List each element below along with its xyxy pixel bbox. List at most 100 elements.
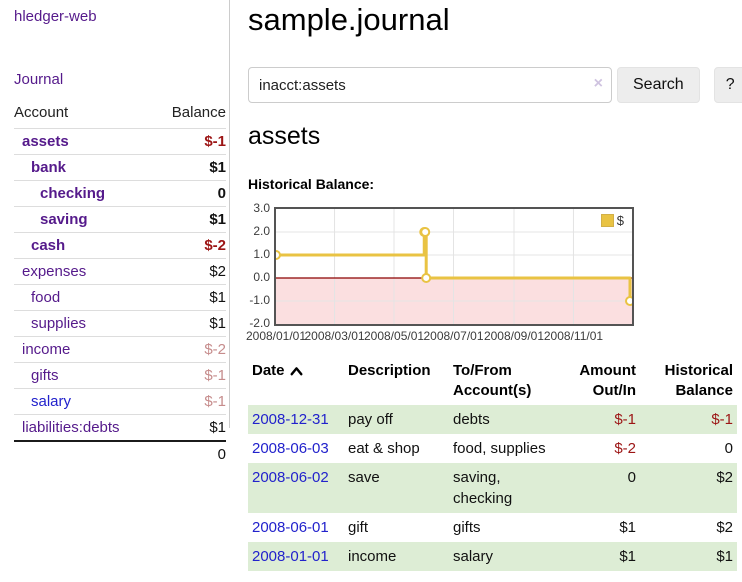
account-link[interactable]: assets bbox=[22, 133, 69, 150]
legend-label: $ bbox=[616, 213, 624, 228]
register-accounts-cell: salary bbox=[453, 548, 494, 565]
account-row: income $-2 bbox=[14, 336, 226, 363]
y-axis-label: 3.0 bbox=[253, 201, 270, 215]
account-balance: $1 bbox=[154, 414, 226, 441]
search-input[interactable] bbox=[248, 67, 612, 103]
account-link[interactable]: gifts bbox=[31, 367, 59, 384]
y-axis-label: -2.0 bbox=[249, 316, 270, 330]
y-axis-label: 2.0 bbox=[253, 224, 270, 238]
y-axis-label: -1.0 bbox=[249, 293, 270, 307]
x-axis-label: 2008/03/01 bbox=[304, 329, 365, 343]
account-row: checking 0 bbox=[14, 180, 226, 207]
account-row: food $1 bbox=[14, 284, 226, 311]
account-row: bank $1 bbox=[14, 154, 226, 181]
account-balance: $1 bbox=[154, 206, 226, 233]
search-box: × bbox=[248, 67, 612, 103]
register-date-cell: 2008-01-01 bbox=[248, 542, 344, 571]
register-row: 2008-06-01 gift gifts $1 $2 bbox=[248, 513, 737, 542]
register-date-cell: 2008-06-03 bbox=[248, 434, 344, 463]
register-amount-cell: $1 bbox=[619, 548, 636, 565]
register-accounts-cell: debts bbox=[453, 411, 490, 428]
register-date-cell: 2008-06-02 bbox=[248, 463, 344, 513]
chart-plot-area: $ bbox=[274, 207, 634, 326]
register-description-cell: pay off bbox=[348, 411, 393, 428]
register-accounts-cell: food, supplies bbox=[453, 440, 546, 457]
register-row: 2008-06-02 save saving, checking 0 $2 bbox=[248, 463, 737, 513]
account-link[interactable]: cash bbox=[31, 237, 66, 254]
register-balance-cell: $2 bbox=[716, 519, 733, 536]
register-balance-cell: $-1 bbox=[711, 411, 733, 428]
register-header-amount: Amount Out/In bbox=[579, 362, 636, 399]
x-axis-label: 2008/01/01 bbox=[245, 329, 307, 343]
account-row: salary $-1 bbox=[14, 388, 226, 415]
register-description-cell: eat & shop bbox=[348, 440, 420, 457]
clear-search-icon[interactable]: × bbox=[593, 75, 603, 92]
historical-balance-chart: $ 3.0 2.0 1.0 0.0 -1.0 -2.0 2008/01/01 2008/03/… bbox=[245, 199, 688, 344]
main-content: sample.journal × Search ? assets Histori… bbox=[245, 0, 742, 582]
register-row: 2008-06-03 eat & shop food, supplies $-2 0 bbox=[248, 434, 737, 463]
chart-legend: $ bbox=[599, 213, 625, 228]
legend-swatch-icon bbox=[600, 214, 614, 227]
account-balance: $-1 bbox=[154, 128, 226, 155]
account-balance: $1 bbox=[154, 310, 226, 337]
account-balance: $-1 bbox=[154, 388, 226, 415]
register-amount-cell: $1 bbox=[619, 519, 636, 536]
account-row: assets $-1 bbox=[14, 128, 226, 155]
x-axis-label: 2008/11/01 bbox=[543, 329, 604, 343]
register-balance-cell: $1 bbox=[716, 548, 733, 565]
search-form: × Search ? bbox=[248, 67, 742, 103]
register-header-date[interactable]: Date bbox=[248, 359, 344, 405]
account-link[interactable]: supplies bbox=[31, 315, 87, 332]
sort-ascending-icon bbox=[290, 367, 303, 376]
account-row: gifts $-1 bbox=[14, 362, 226, 389]
account-balance: $1 bbox=[154, 284, 226, 311]
account-row: cash $-2 bbox=[14, 232, 226, 259]
account-balance: $-2 bbox=[154, 336, 226, 363]
x-axis-label: 2008/09/01 bbox=[483, 329, 544, 343]
sidebar: hledger-web Journal Account Balance asse… bbox=[0, 0, 230, 467]
account-link[interactable]: liabilities:debts bbox=[22, 419, 120, 436]
x-axis-label: 2008/05/01 bbox=[363, 329, 425, 343]
account-row: saving $1 bbox=[14, 206, 226, 233]
register-header-historical: Historical Balance bbox=[664, 362, 733, 399]
account-balance: $-2 bbox=[154, 232, 226, 259]
sidebar-item-journal[interactable]: Journal bbox=[14, 71, 64, 88]
accounts-total-value: 0 bbox=[154, 440, 226, 467]
x-axis-label: 2008/07/01 bbox=[423, 329, 484, 343]
account-row: liabilities:debts $1 bbox=[14, 414, 226, 441]
account-link[interactable]: checking bbox=[40, 185, 106, 202]
app-brand-link[interactable]: hledger-web bbox=[14, 8, 97, 25]
account-link[interactable]: food bbox=[31, 289, 61, 306]
account-row: expenses $2 bbox=[14, 258, 226, 285]
account-balance: 0 bbox=[154, 180, 226, 207]
register-date-cell: 2008-12-31 bbox=[248, 405, 344, 434]
date-link[interactable]: 2008-06-01 bbox=[252, 519, 329, 536]
account-link[interactable]: bank bbox=[31, 159, 67, 176]
account-link[interactable]: expenses bbox=[22, 263, 87, 280]
accounts-total-row: 0 bbox=[14, 440, 226, 467]
help-button[interactable]: ? bbox=[713, 67, 742, 103]
register-date-cell: 2008-06-01 bbox=[248, 513, 344, 542]
account-link[interactable]: income bbox=[22, 341, 71, 358]
register-row: 2008-12-31 pay off debts $-1 $-1 bbox=[248, 405, 737, 434]
register-header-description: Description bbox=[348, 362, 431, 379]
register-balance-cell: 0 bbox=[724, 440, 733, 457]
page-title: sample.journal bbox=[248, 2, 450, 37]
y-axis-label: 1.0 bbox=[253, 247, 270, 261]
search-button[interactable]: Search bbox=[617, 67, 700, 103]
accounts-table: Account Balance assets $-1 bank $1 checking 0… bbox=[14, 100, 226, 467]
account-balance: $1 bbox=[154, 154, 226, 181]
register-accounts-cell: saving, checking bbox=[453, 469, 513, 507]
accounts-header-account: Account bbox=[14, 104, 69, 121]
register-header-to-from: To/From Account(s) bbox=[453, 362, 532, 399]
date-link[interactable]: 2008-01-01 bbox=[252, 548, 329, 565]
register-amount-cell: $-2 bbox=[614, 440, 636, 457]
date-link[interactable]: 2008-06-03 bbox=[252, 440, 329, 457]
register-accounts-cell: gifts bbox=[453, 519, 481, 536]
date-link[interactable]: 2008-06-02 bbox=[252, 469, 329, 486]
account-link[interactable]: salary bbox=[31, 393, 72, 410]
account-link[interactable]: saving bbox=[40, 211, 88, 228]
account-heading: assets bbox=[248, 122, 321, 150]
date-link[interactable]: 2008-12-31 bbox=[252, 411, 329, 428]
account-row: supplies $1 bbox=[14, 310, 226, 337]
